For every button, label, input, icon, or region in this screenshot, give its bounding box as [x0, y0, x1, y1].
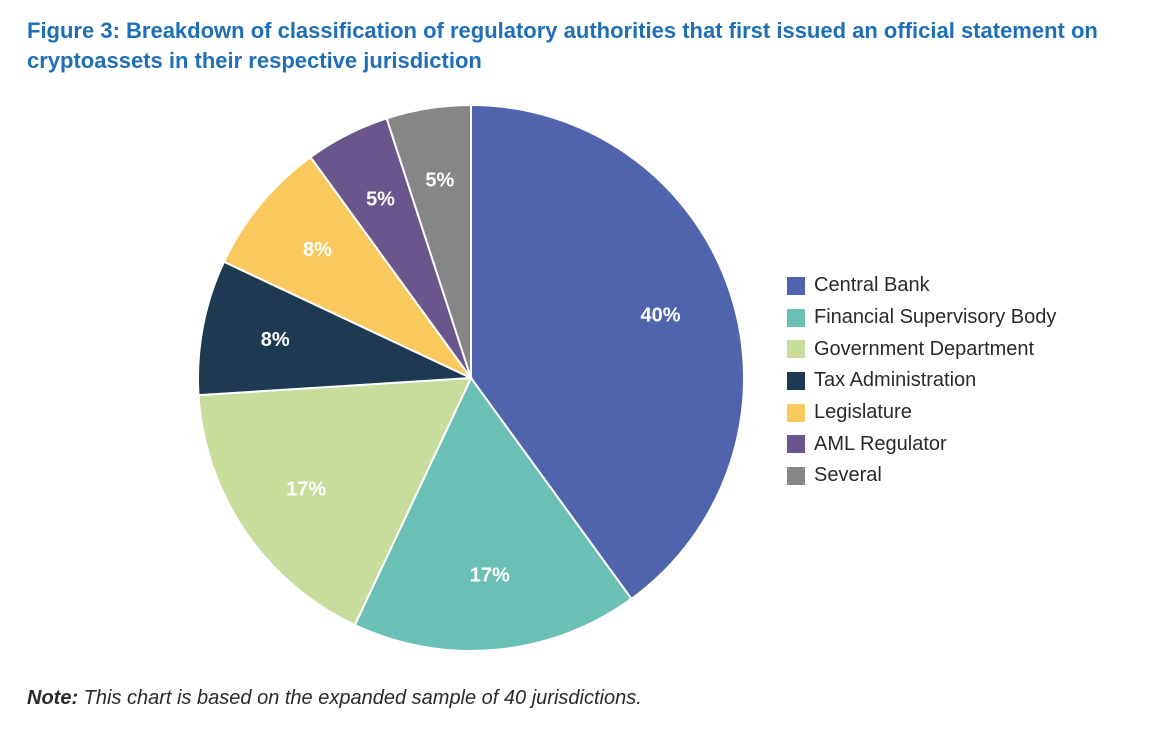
- legend-item: Several: [787, 460, 1056, 492]
- legend-label: Financial Supervisory Body: [814, 306, 1057, 329]
- pie-slice-financial-supervisory-body: [353, 376, 633, 652]
- legend-swatch: [787, 371, 805, 390]
- legend-label: Legislature: [814, 401, 912, 424]
- note-label: Note:: [27, 687, 79, 709]
- legend-swatch: [787, 403, 805, 422]
- legend-item: Government Department: [787, 333, 1056, 365]
- slice-value-label: 8%: [303, 239, 332, 261]
- legend-label: Several: [814, 464, 882, 487]
- slice-value-label: 5%: [425, 169, 454, 191]
- legend-label: Government Department: [814, 337, 1035, 360]
- legend-swatch: [787, 435, 805, 454]
- slice-value-label: 17%: [470, 565, 510, 587]
- legend-item: Central Bank: [787, 270, 1056, 302]
- slice-value-label: 40%: [641, 305, 681, 327]
- slice-value-label: 5%: [366, 189, 395, 211]
- pie-slice-government-department: [197, 376, 473, 627]
- chart-note: Note: This chart is based on the expande…: [27, 687, 642, 710]
- pie-slice-central-bank: [470, 103, 745, 601]
- pie-slice-several: [385, 103, 472, 379]
- legend-swatch: [787, 340, 805, 359]
- chart-title: Figure 3: Breakdown of classification of…: [27, 18, 1098, 73]
- legend-label: Tax Administration: [814, 369, 977, 392]
- legend-item: AML Regulator: [787, 428, 1056, 460]
- legend-label: Central Bank: [814, 274, 930, 297]
- pie-slice-legislature: [222, 155, 472, 379]
- legend-item: Legislature: [787, 397, 1056, 429]
- note-text: This chart is based on the expanded samp…: [78, 687, 642, 709]
- chart-legend: Central Bank Financial Supervisory Body Go…: [787, 270, 1056, 492]
- slice-value-label: 8%: [261, 329, 290, 351]
- pie-slice-tax-administration: [197, 260, 472, 397]
- legend-item: Tax Administration: [787, 365, 1056, 397]
- legend-swatch: [787, 466, 805, 485]
- legend-swatch: [787, 276, 805, 295]
- legend-swatch: [787, 308, 805, 327]
- slice-value-label: 17%: [286, 478, 326, 500]
- legend-item: Financial Supervisory Body: [787, 302, 1056, 334]
- legend-label: AML Regulator: [814, 432, 947, 455]
